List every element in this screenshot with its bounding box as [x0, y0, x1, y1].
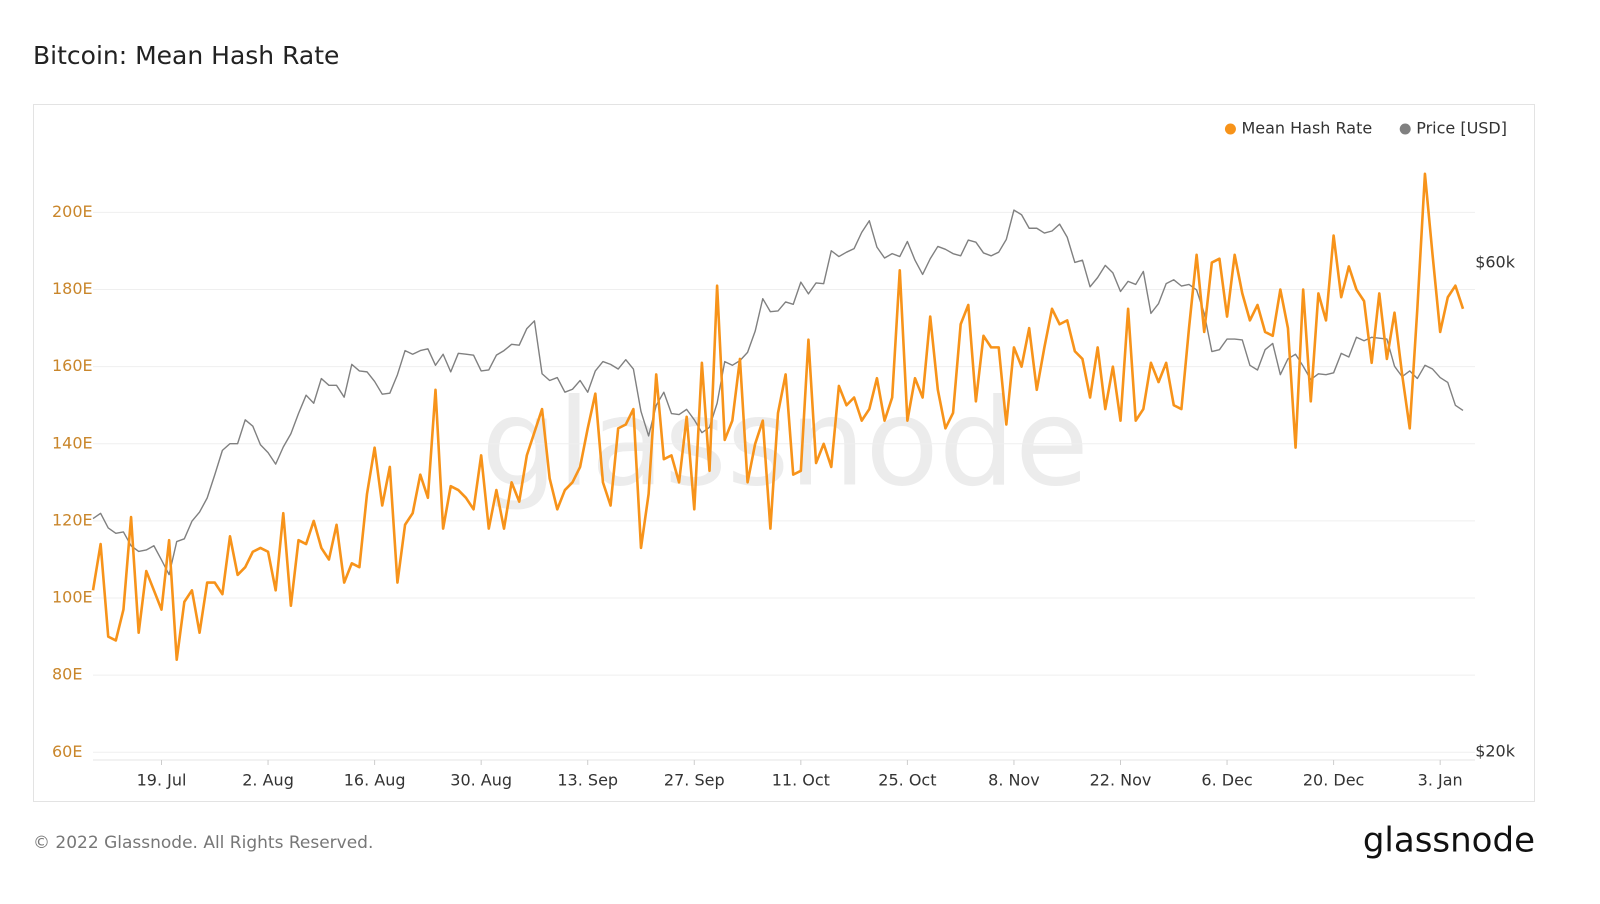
y-tick-label: 140E [52, 433, 93, 452]
y-tick-label: 200E [52, 202, 93, 221]
x-tick-label: 20. Dec [1303, 771, 1365, 790]
y2-tick-label: $20k [1475, 742, 1516, 761]
x-tick-label: 2. Aug [242, 771, 294, 790]
y-tick-label: 120E [52, 510, 93, 529]
series-line [91, 172, 1465, 662]
chart-title: Bitcoin: Mean Hash Rate [33, 41, 339, 70]
y-tick-label: 80E [52, 665, 82, 684]
x-tick-label: 3. Jan [1418, 771, 1463, 790]
x-tick-label: 27. Sep [664, 771, 725, 790]
x-tick-label: 30. Aug [450, 771, 512, 790]
plot-frame [33, 104, 1535, 802]
y2-tick-label: $60k [1475, 253, 1516, 272]
x-tick-label: 6. Dec [1201, 771, 1252, 790]
x-tick-label: 13. Sep [557, 771, 618, 790]
legend-label: Mean Hash Rate [1241, 119, 1372, 138]
y-tick-label: 160E [52, 356, 93, 375]
x-tick-label: 22. Nov [1090, 771, 1152, 790]
x-tick-label: 11. Oct [772, 771, 830, 790]
legend-marker [1399, 123, 1411, 135]
copyright: © 2022 Glassnode. All Rights Reserved. [33, 833, 373, 853]
legend-label: Price [USD] [1416, 119, 1507, 138]
y-tick-label: 60E [52, 742, 82, 761]
x-tick-label: 25. Oct [878, 771, 936, 790]
y-tick-label: 180E [52, 279, 93, 298]
x-tick-label: 19. Jul [137, 771, 187, 790]
series-line [92, 209, 1464, 576]
x-tick-label: 8. Nov [988, 771, 1040, 790]
x-tick-label: 16. Aug [344, 771, 406, 790]
legend-marker [1224, 123, 1236, 135]
y-tick-label: 100E [52, 588, 93, 607]
logo: glassnode [1363, 821, 1535, 861]
